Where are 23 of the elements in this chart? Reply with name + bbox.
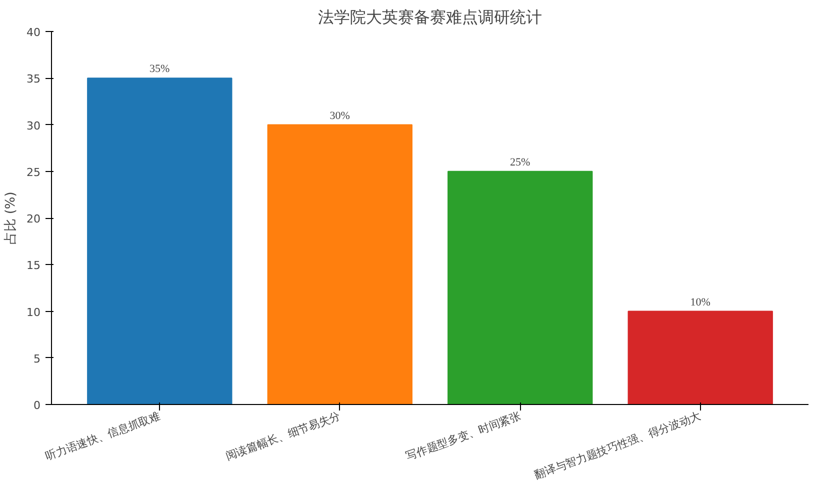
- y-tick-label: 0: [34, 399, 40, 412]
- x-tick-label: 阅读篇幅长、细节易失分: [224, 409, 342, 463]
- y-tick-label: 35: [26, 72, 41, 86]
- bar: [448, 170, 593, 404]
- y-axis-title: 占比 (%): [4, 192, 19, 244]
- y-tick-label: 25: [26, 166, 41, 179]
- data-label: 30%: [330, 110, 350, 122]
- x-tick-label: 听力语速快、信息抓取难: [44, 409, 162, 463]
- bar: [87, 78, 232, 404]
- y-tick-label: 15: [26, 259, 41, 272]
- bar: [628, 310, 773, 404]
- y-tick-label: 20: [26, 212, 41, 226]
- data-label: 25%: [510, 156, 530, 168]
- data-label: 35%: [150, 63, 170, 76]
- y-tick-label: 10: [26, 306, 41, 319]
- data-label: 10%: [690, 296, 710, 308]
- x-tick-label: 翻译与智力题技巧性强、得分波动大: [532, 409, 703, 482]
- x-tick-label: 写作题型多变、时间紧张: [404, 409, 522, 463]
- y-tick-label: 40: [26, 26, 41, 39]
- bar: [267, 124, 412, 404]
- y-tick-label: 5: [34, 352, 40, 366]
- chart-title: 法学院大英赛备赛难点调研统计: [318, 8, 542, 26]
- y-tick-label: 30: [26, 119, 41, 132]
